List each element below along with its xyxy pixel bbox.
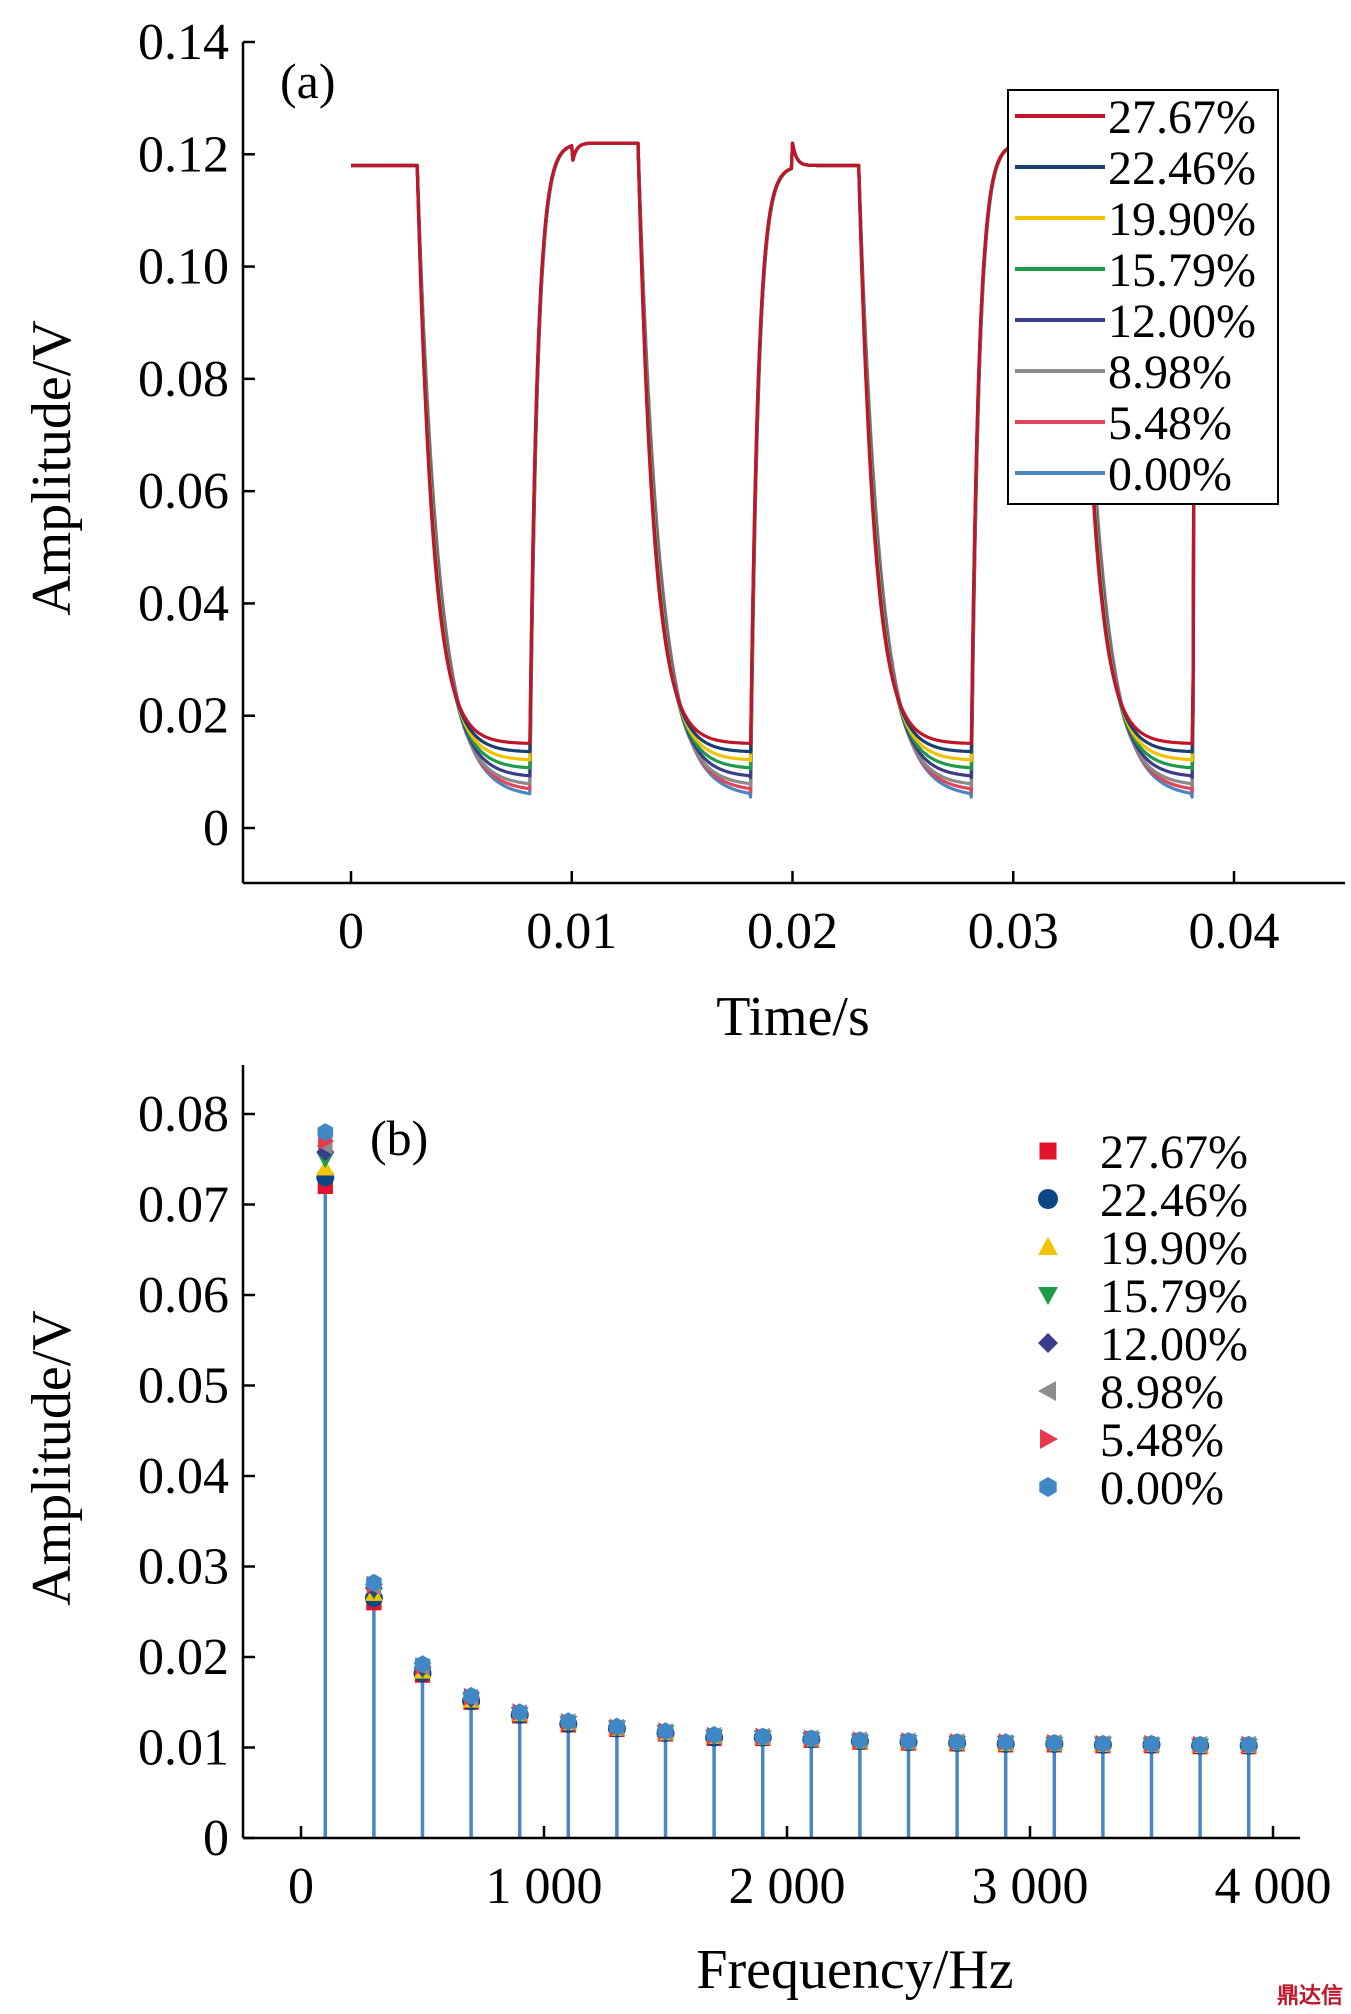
panel-b-legend-marker [1038, 1189, 1058, 1209]
panel-b-legend-label: 0.00% [1100, 1462, 1224, 1515]
panel-b-y-tick-label: 0.06 [138, 1267, 229, 1324]
panel-a-legend-label: 19.90% [1108, 193, 1256, 246]
panel-b-data-marker [754, 1727, 771, 1746]
panel-a-y-tick-label: 0.10 [138, 239, 229, 296]
panel-b-data-marker [706, 1725, 722, 1744]
panel-b-data-marker [609, 1717, 625, 1736]
panel-a-x-tick-label: 0.03 [968, 903, 1059, 960]
panel-b-data-marker [657, 1722, 674, 1741]
panel-a-legend-label: 0.00% [1108, 448, 1232, 501]
panel-b-data-marker [1046, 1733, 1063, 1752]
panel-b-legend-marker [1038, 1287, 1058, 1305]
panel-b-data-marker [366, 1573, 382, 1592]
panel-b-data-marker [1095, 1734, 1111, 1753]
panel-b-data-marker [997, 1733, 1014, 1752]
panel-b-y-tick-label: 0.03 [138, 1539, 229, 1596]
panel-a-y-tick-label: 0.02 [138, 688, 229, 745]
panel-b-data-marker [560, 1712, 577, 1731]
panel-b-y-tick-label: 0.01 [138, 1720, 229, 1777]
panel-b-frequency-spectrum-chart: 0 0.01 0.02 0.03 0.04 0.05 0.06 0.07 0.08 0 1 000… [21, 1065, 1332, 2001]
panel-b-x-axis-title: Frequency/Hz [696, 1939, 1013, 2001]
panel-b-stems-group [323, 1132, 1251, 1838]
panel-b-data-marker [949, 1733, 965, 1752]
panel-a-time-domain-chart: 00.020.040.060.080.100.120.14 0 0.01 0.02 0… [21, 14, 1345, 1048]
panel-a-legend-label: 27.67% [1108, 91, 1256, 144]
panel-b-y-ticks: 0 0.01 0.02 0.03 0.04 0.05 0.06 0.07 0.08 [138, 1086, 255, 1867]
panel-a-x-tick-label: 0.04 [1189, 903, 1280, 960]
panel-a-label: (a) [280, 53, 336, 109]
panel-b-y-tick-label: 0.08 [138, 1086, 229, 1143]
panel-b-data-marker [414, 1655, 431, 1674]
panel-a-legend-label: 5.48% [1108, 397, 1232, 450]
panel-a-x-axis-title: Time/s [716, 986, 870, 1048]
panel-a-legend-label: 22.46% [1108, 142, 1256, 195]
panel-a-y-tick-label: 0.08 [138, 351, 229, 408]
panel-a-y-tick-label: 0.14 [138, 14, 229, 71]
panel-a-y-tick-label: 0.12 [138, 126, 229, 183]
panel-b-y-tick-label: 0.02 [138, 1629, 229, 1686]
panel-b-y-tick-label: 0.07 [138, 1177, 229, 1234]
panel-a-legend-label: 12.00% [1108, 295, 1256, 348]
panel-b-y-tick-label: 0 [203, 1810, 229, 1867]
panel-a-x-tick-label: 0 [338, 903, 364, 960]
panel-b-legend-marker [1038, 1381, 1056, 1401]
panel-b-y-axis-title: Amplitude/V [21, 1310, 83, 1606]
panel-b-legend-marker [1039, 1477, 1057, 1497]
panel-a-y-axis-title: Amplitude/V [21, 320, 83, 616]
panel-b-x-tick-label: 4 000 [1215, 1858, 1332, 1915]
panel-b-data-marker [1192, 1735, 1208, 1754]
panel-b-x-tick-label: 0 [288, 1858, 314, 1915]
panel-a-legend: 27.67%22.46%19.90%15.79%12.00%8.98%5.48%… [1007, 89, 1279, 505]
panel-a-y-tick-label: 0.04 [138, 575, 229, 632]
panel-a-legend-box [1007, 89, 1279, 505]
panel-b-legend-label: 15.79% [1100, 1270, 1248, 1323]
panel-b-x-ticks: 0 1 000 2 000 3 000 4 000 [288, 1826, 1332, 1915]
panel-a-legend-label: 8.98% [1108, 346, 1232, 399]
panel-b-y-tick-label: 0.04 [138, 1448, 229, 1505]
panel-a-x-ticks: 0 0.01 0.02 0.03 0.04 [338, 871, 1280, 960]
panel-b-legend: 27.67%22.46%19.90%15.79%12.00%8.98%5.48%… [1038, 1126, 1248, 1515]
panel-b-data-marker [803, 1729, 820, 1748]
panel-a-y-ticks: 0 0.02 0.04 0.06 0.08 0.10 0.12 0.14 [138, 14, 255, 857]
panel-b-legend-marker [1039, 1142, 1057, 1160]
panel-b-y-tick-label: 0.05 [138, 1358, 229, 1415]
panel-b-data-marker [900, 1732, 917, 1751]
panel-b-legend-label: 12.00% [1100, 1318, 1248, 1371]
panel-b-legend-label: 5.48% [1100, 1414, 1224, 1467]
panel-b-x-tick-label: 3 000 [972, 1858, 1089, 1915]
panel-b-x-tick-label: 1 000 [486, 1858, 603, 1915]
panel-a-legend-label: 15.79% [1108, 244, 1256, 297]
panel-b-label: (b) [370, 1110, 428, 1166]
panel-b-data-marker [852, 1731, 868, 1750]
panel-a-x-tick-label: 0.01 [526, 903, 617, 960]
panel-b-legend-marker [1038, 1333, 1058, 1353]
panel-b-legend-label: 19.90% [1100, 1222, 1248, 1275]
panel-b-legend-label: 27.67% [1100, 1126, 1248, 1179]
panel-a-y-tick-label: 0 [203, 800, 229, 857]
panel-b-legend-label: 8.98% [1100, 1366, 1224, 1419]
panel-b-data-marker [1143, 1734, 1160, 1753]
panel-a-x-tick-label: 0.02 [747, 903, 838, 960]
watermark-logo: 鼎达信 [1276, 1984, 1343, 2009]
panel-b-legend-marker [1038, 1237, 1058, 1255]
panel-b-markers-group [316, 1123, 1258, 1755]
panel-b-data-marker [463, 1686, 479, 1705]
panel-b-x-tick-label: 2 000 [729, 1858, 846, 1915]
panel-b-data-marker [1240, 1735, 1257, 1754]
panel-b-legend-marker [1040, 1429, 1058, 1449]
panel-a-series-group [350, 141, 1196, 799]
panel-b-legend-label: 22.46% [1100, 1174, 1248, 1227]
panel-a-y-tick-label: 0.06 [138, 463, 229, 520]
panel-b-data-marker [511, 1703, 528, 1722]
panel-b-data-marker [317, 1123, 334, 1142]
